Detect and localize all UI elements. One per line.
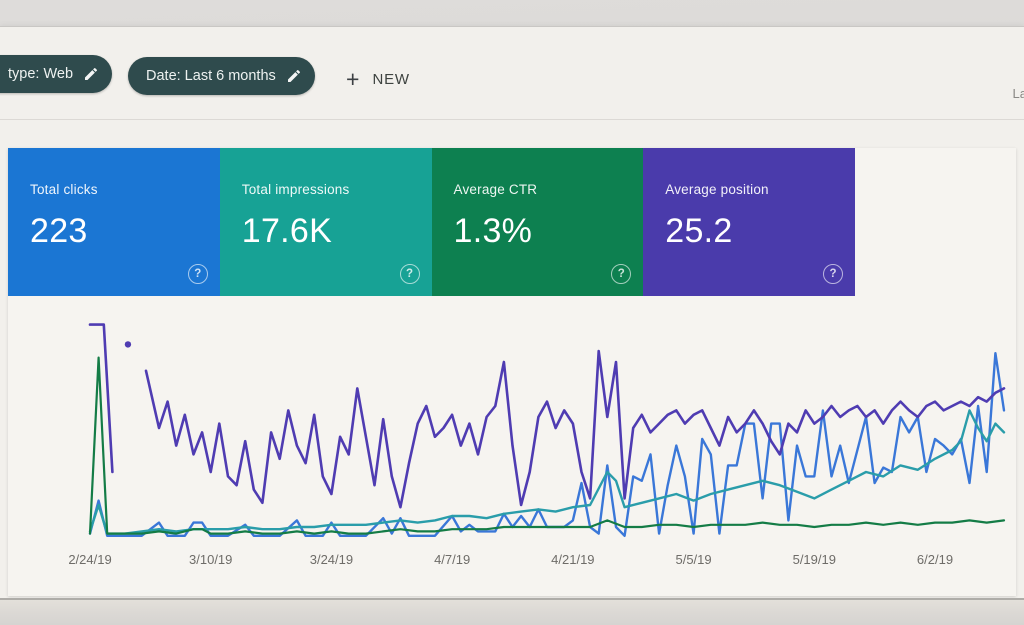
x-tick-label: 6/2/19 bbox=[916, 552, 954, 567]
x-tick-label: 4/7/19 bbox=[434, 552, 471, 567]
metric-label: Total impressions bbox=[241, 182, 350, 197]
metric-value: 223 bbox=[30, 212, 88, 250]
series-line-average-position bbox=[88, 323, 114, 474]
metric-card-total-clicks[interactable]: Total clicks 223? bbox=[8, 148, 220, 296]
x-tick-label: 3/10/19 bbox=[189, 552, 233, 567]
series-line-total-impressions bbox=[88, 409, 1006, 535]
edit-pencil-icon[interactable] bbox=[83, 66, 99, 82]
metric-card-average-position[interactable]: Average position 25.2? bbox=[643, 148, 855, 296]
plus-icon: + bbox=[346, 65, 360, 92]
edit-pencil-icon[interactable] bbox=[286, 68, 302, 84]
new-filter-button[interactable]: + NEW bbox=[346, 62, 410, 96]
series-line-average-ctr bbox=[88, 356, 1006, 535]
metric-value: 25.2 bbox=[665, 212, 733, 250]
x-tick-label: 3/24/19 bbox=[309, 552, 354, 567]
help-icon[interactable]: ? bbox=[823, 264, 843, 284]
new-filter-button-label: NEW bbox=[372, 70, 410, 88]
series-line-average-position bbox=[144, 349, 1006, 509]
truncated-last-updated-text: La bbox=[1012, 86, 1024, 101]
x-tick-label: 5/5/19 bbox=[675, 552, 712, 567]
header-divider bbox=[0, 119, 1024, 120]
x-tick-label: 5/19/19 bbox=[792, 552, 836, 567]
metric-value: 17.6K bbox=[241, 212, 333, 250]
x-axis-labels: 2/24/19 3/10/19 3/24/19 4/7/19 4/21/19 5/5/19… bbox=[60, 552, 1020, 574]
help-icon[interactable]: ? bbox=[399, 264, 420, 284]
metric-card-average-ctr[interactable]: Average CTR 1.3%? bbox=[431, 148, 644, 296]
metric-label: Total clicks bbox=[30, 182, 98, 197]
metric-label: Average position bbox=[665, 182, 769, 197]
filter-chip-date-range[interactable]: Date: Last 6 months bbox=[128, 57, 315, 95]
performance-chart: 2/24/19 3/10/19 3/24/19 4/7/19 4/21/19 5/5/19… bbox=[60, 300, 1020, 585]
chart-canvas bbox=[88, 323, 1006, 538]
help-icon[interactable]: ? bbox=[611, 264, 632, 284]
series-point-average-position bbox=[124, 341, 132, 348]
filter-chip-label: type: Web bbox=[8, 66, 74, 82]
filter-chip-search-type[interactable]: type: Web bbox=[0, 55, 113, 93]
metric-card-total-impressions[interactable]: Total impressions 17.6K? bbox=[219, 148, 432, 296]
screen-bottom-edge bbox=[0, 598, 1024, 600]
x-tick-label: 2/24/19 bbox=[68, 552, 112, 567]
help-icon[interactable]: ? bbox=[187, 264, 208, 284]
filter-chip-label: Date: Last 6 months bbox=[146, 68, 276, 84]
monitor-bezel bbox=[0, 600, 1024, 625]
metric-label: Average CTR bbox=[453, 182, 538, 197]
x-tick-label: 4/21/19 bbox=[551, 552, 595, 567]
series-line-total-clicks bbox=[88, 352, 1006, 538]
metrics-row: Total clicks 223? Total impressions 17.6K? A… bbox=[8, 148, 855, 296]
metric-value: 1.3% bbox=[453, 212, 533, 250]
